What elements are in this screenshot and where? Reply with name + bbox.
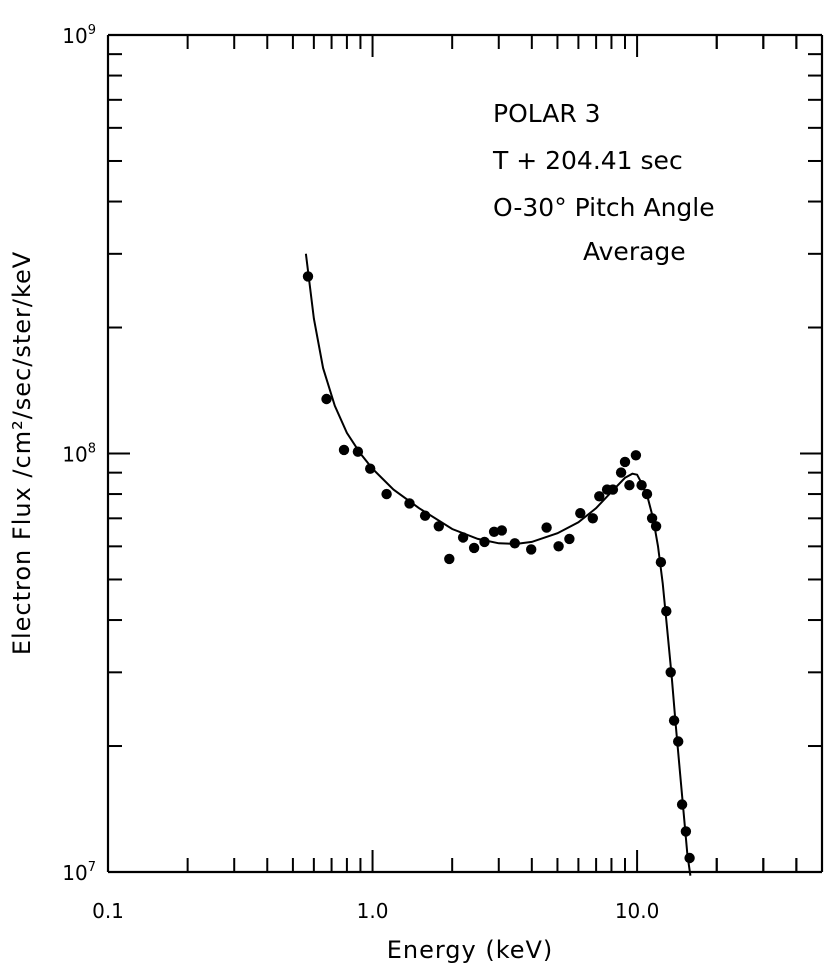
fit-curve xyxy=(304,253,692,876)
data-point xyxy=(668,715,680,726)
data-point xyxy=(321,393,332,405)
data-point xyxy=(526,544,537,555)
data-point xyxy=(509,538,520,549)
data-point xyxy=(302,271,314,282)
data-point xyxy=(619,456,631,468)
data-point xyxy=(673,736,684,747)
data-point xyxy=(553,541,564,552)
data-point xyxy=(496,525,507,536)
data-point xyxy=(479,536,490,548)
data-point xyxy=(615,467,627,478)
data-point xyxy=(444,553,455,565)
annotation-line: POLAR 3 xyxy=(493,99,601,128)
data-point xyxy=(641,488,653,500)
data-point xyxy=(457,532,469,543)
x-tick-label: 0.1 xyxy=(92,899,124,923)
data-point xyxy=(636,480,647,491)
data-point xyxy=(676,799,688,810)
data-point xyxy=(665,667,676,678)
data-point xyxy=(352,446,364,457)
data-point xyxy=(655,557,667,568)
data-point xyxy=(661,606,672,617)
x-axis-label: Energy (keV) xyxy=(387,936,554,964)
data-point xyxy=(488,526,500,537)
data-point xyxy=(575,508,586,519)
annotation-line: O-30° Pitch Angle xyxy=(493,193,715,222)
x-tick-label: 10.0 xyxy=(615,899,660,923)
y-axis-label: Electron Flux /cm²/sec/ster/keV xyxy=(8,251,36,655)
data-point xyxy=(541,522,552,533)
data-point xyxy=(433,521,444,532)
data-point xyxy=(564,533,575,545)
annotation-line: Average xyxy=(583,237,686,266)
data-point xyxy=(650,521,662,532)
data-point xyxy=(624,480,635,491)
data-point xyxy=(646,513,658,524)
y-tick-label: 107 xyxy=(62,860,96,885)
data-point xyxy=(404,498,415,509)
data-point xyxy=(630,450,642,461)
data-point xyxy=(607,484,619,495)
data-point xyxy=(594,491,605,502)
data-point xyxy=(684,852,695,864)
data-point xyxy=(365,463,376,474)
annotation-line: T + 204.41 sec xyxy=(492,146,683,175)
y-tick-label: 108 xyxy=(62,442,96,467)
y-tick-label: 109 xyxy=(62,23,96,48)
data-point xyxy=(680,826,692,837)
x-tick-label: 1.0 xyxy=(357,899,389,923)
data-point xyxy=(419,510,431,521)
data-point xyxy=(468,542,480,554)
data-point xyxy=(338,444,350,456)
data-point xyxy=(587,513,598,524)
data-point xyxy=(381,488,392,500)
